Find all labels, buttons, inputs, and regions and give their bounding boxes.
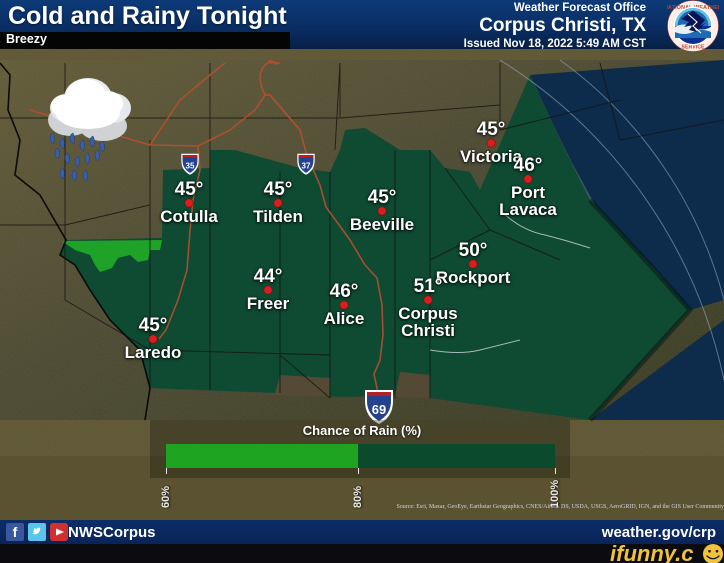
svg-text:ifunny.c: ifunny.c bbox=[610, 543, 694, 563]
svg-text:f: f bbox=[13, 524, 18, 540]
